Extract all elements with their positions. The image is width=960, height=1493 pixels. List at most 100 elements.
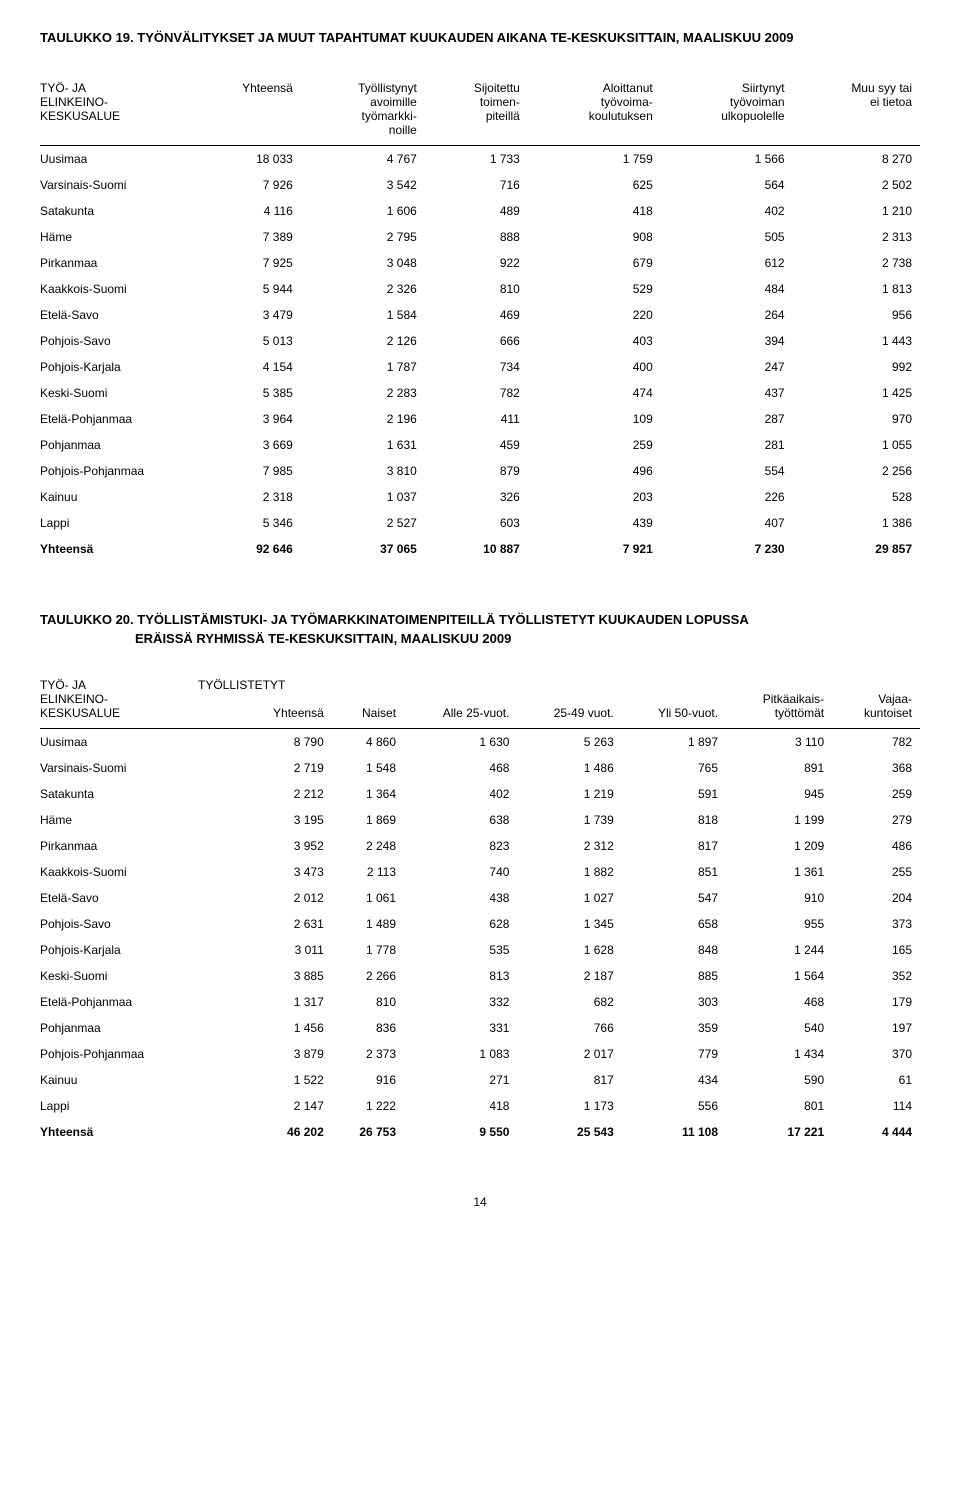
row-value: 3 964 — [190, 406, 301, 432]
row-value: 1 210 — [793, 198, 920, 224]
row-value: 489 — [425, 198, 528, 224]
row-value: 2 212 — [190, 781, 332, 807]
row-label: Etelä-Savo — [40, 885, 190, 911]
row-value: 259 — [528, 432, 661, 458]
table-row: Kainuu1 52291627181743459061 — [40, 1067, 920, 1093]
row-value: 226 — [661, 484, 793, 510]
row-value: 271 — [404, 1067, 517, 1093]
row-label: Pohjois-Karjala — [40, 354, 190, 380]
t19-h-c5-l3: ulkopuolelle — [661, 109, 793, 123]
row-value: 486 — [832, 833, 920, 859]
row-value: 204 — [832, 885, 920, 911]
row-value: 1 425 — [793, 380, 920, 406]
row-label: Pohjois-Pohjanmaa — [40, 458, 190, 484]
row-value: 434 — [622, 1067, 726, 1093]
row-value: 945 — [726, 781, 832, 807]
table-row: Keski-Suomi5 3852 2837824744371 425 — [40, 380, 920, 406]
row-value: 3 473 — [190, 859, 332, 885]
row-value: 818 — [622, 807, 726, 833]
t20-h-c4: 25-49 vuot. — [517, 706, 621, 729]
row-value: 373 — [832, 911, 920, 937]
page-number: 14 — [40, 1195, 920, 1209]
row-label: Pohjanmaa — [40, 1015, 190, 1041]
row-label: Kainuu — [40, 484, 190, 510]
t20-h-c0-l1: TYÖ- JA — [40, 674, 190, 692]
row-value: 885 — [622, 963, 726, 989]
row-value: 1 584 — [301, 302, 425, 328]
row-value: 3 879 — [190, 1041, 332, 1067]
row-value: 2 196 — [301, 406, 425, 432]
row-value: 817 — [517, 1067, 621, 1093]
row-value: 10 887 — [425, 536, 528, 562]
row-value: 603 — [425, 510, 528, 536]
row-value: 2 248 — [332, 833, 404, 859]
row-value: 1 244 — [726, 937, 832, 963]
row-value: 2 312 — [517, 833, 621, 859]
row-value: 540 — [726, 1015, 832, 1041]
row-label: Lappi — [40, 510, 190, 536]
table-row: Pirkanmaa3 9522 2488232 3128171 209486 — [40, 833, 920, 859]
row-value: 402 — [661, 198, 793, 224]
row-value: 590 — [726, 1067, 832, 1093]
row-label: Etelä-Savo — [40, 302, 190, 328]
row-value: 331 — [404, 1015, 517, 1041]
row-value: 2 256 — [793, 458, 920, 484]
row-value: 782 — [832, 729, 920, 756]
row-value: 910 — [726, 885, 832, 911]
row-value: 7 389 — [190, 224, 301, 250]
row-value: 220 — [528, 302, 661, 328]
row-value: 5 013 — [190, 328, 301, 354]
row-value: 628 — [404, 911, 517, 937]
table-row: Pohjois-Karjala4 1541 787734400247992 — [40, 354, 920, 380]
table-row: Etelä-Savo3 4791 584469220264956 — [40, 302, 920, 328]
row-label: Keski-Suomi — [40, 963, 190, 989]
row-value: 7 985 — [190, 458, 301, 484]
row-value: 1 055 — [793, 432, 920, 458]
row-value: 29 857 — [793, 536, 920, 562]
table19-title: TAULUKKO 19. TYÖNVÄLITYKSET JA MUUT TAPA… — [40, 30, 920, 45]
row-value: 359 — [622, 1015, 726, 1041]
table-row: Pohjois-Savo2 6311 4896281 345658955373 — [40, 911, 920, 937]
table-row-total: Yhteensä92 64637 06510 8877 9217 23029 8… — [40, 536, 920, 562]
row-label: Pohjois-Savo — [40, 328, 190, 354]
row-value: 1 456 — [190, 1015, 332, 1041]
t19-h-c0-l2: ELINKEINO- — [40, 95, 190, 109]
row-value: 679 — [528, 250, 661, 276]
row-label: Lappi — [40, 1093, 190, 1119]
table-row: Pohjois-Pohjanmaa3 8792 3731 0832 017779… — [40, 1041, 920, 1067]
row-value: 2 631 — [190, 911, 332, 937]
t20-h-c7-l1: Vajaa- — [832, 692, 920, 706]
row-value: 955 — [726, 911, 832, 937]
row-label: Pirkanmaa — [40, 833, 190, 859]
t20-h-c0-l3: KESKUSALUE — [40, 706, 190, 729]
t19-h-c2-l2: avoimille — [301, 95, 425, 109]
row-value: 37 065 — [301, 536, 425, 562]
row-value: 418 — [528, 198, 661, 224]
row-value: 916 — [332, 1067, 404, 1093]
row-value: 1 027 — [517, 885, 621, 911]
row-value: 658 — [622, 911, 726, 937]
t19-h-c5-l1: Siirtynyt — [661, 77, 793, 95]
row-value: 7 926 — [190, 172, 301, 198]
t19-h-c4-l3: koulutuksen — [528, 109, 661, 123]
row-label: Pirkanmaa — [40, 250, 190, 276]
row-value: 2 527 — [301, 510, 425, 536]
row-value: 547 — [622, 885, 726, 911]
row-label: Häme — [40, 224, 190, 250]
row-value: 418 — [404, 1093, 517, 1119]
row-value: 528 — [793, 484, 920, 510]
row-value: 1 631 — [301, 432, 425, 458]
row-value: 3 011 — [190, 937, 332, 963]
row-value: 992 — [793, 354, 920, 380]
row-value: 5 263 — [517, 729, 621, 756]
row-value: 782 — [425, 380, 528, 406]
row-value: 4 444 — [832, 1119, 920, 1145]
row-value: 281 — [661, 432, 793, 458]
row-value: 666 — [425, 328, 528, 354]
table-row: Etelä-Savo2 0121 0614381 027547910204 — [40, 885, 920, 911]
row-value: 2 126 — [301, 328, 425, 354]
row-value: 5 385 — [190, 380, 301, 406]
table19: TYÖ- JA Yhteensä Työllistynyt Sijoitettu… — [40, 77, 920, 562]
row-value: 1 173 — [517, 1093, 621, 1119]
row-value: 25 543 — [517, 1119, 621, 1145]
